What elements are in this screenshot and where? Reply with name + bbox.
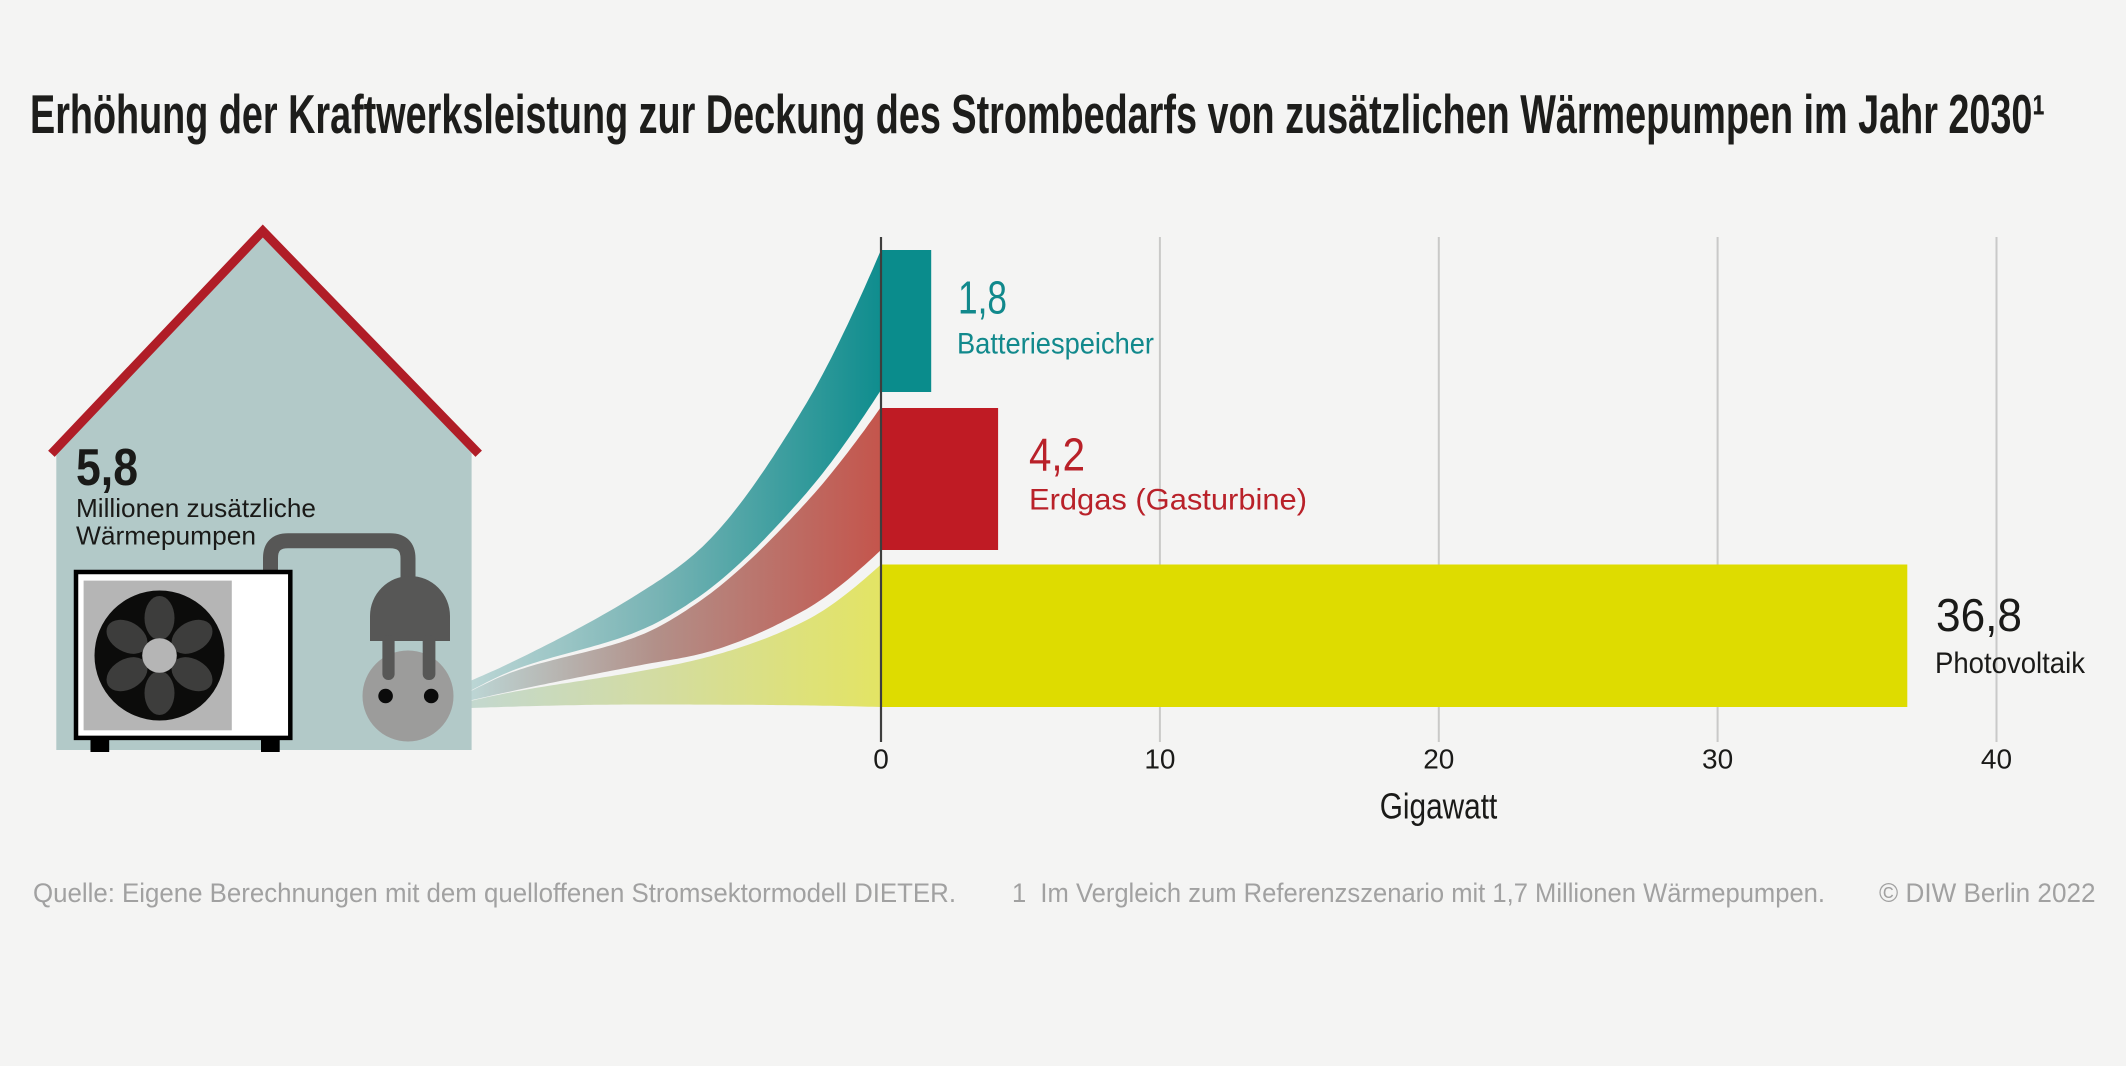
svg-text:Erhöhung der Kraftwerksleistun: Erhöhung der Kraftwerksleistung zur Deck… [30,83,2045,145]
svg-text:0: 0 [873,744,889,775]
svg-text:1,8: 1,8 [958,272,1007,324]
svg-text:Wärmepumpen: Wärmepumpen [76,521,256,551]
svg-text:4,2: 4,2 [1029,429,1085,481]
svg-text:1 Im Vergleich zum Referenzsz: 1 Im Vergleich zum Referenzszenario mit … [1012,878,1825,908]
svg-text:Erdgas (Gasturbine): Erdgas (Gasturbine) [1029,484,1307,517]
svg-text:30: 30 [1702,744,1733,775]
svg-text:Batteriespeicher: Batteriespeicher [957,328,1154,361]
svg-text:Millionen zusätzliche: Millionen zusätzliche [76,493,316,523]
svg-text:Gigawatt: Gigawatt [1380,786,1498,827]
svg-text:5,8: 5,8 [76,439,138,497]
svg-text:20: 20 [1423,744,1454,775]
svg-text:© DIW Berlin 2022: © DIW Berlin 2022 [1879,878,2096,908]
svg-text:Photovoltaik: Photovoltaik [1935,647,2086,680]
svg-text:40: 40 [1981,744,2012,775]
svg-text:Quelle: Eigene Berechnungen mi: Quelle: Eigene Berechnungen mit dem quel… [33,878,956,908]
svg-text:10: 10 [1144,744,1175,775]
svg-text:36,8: 36,8 [1936,589,2022,641]
